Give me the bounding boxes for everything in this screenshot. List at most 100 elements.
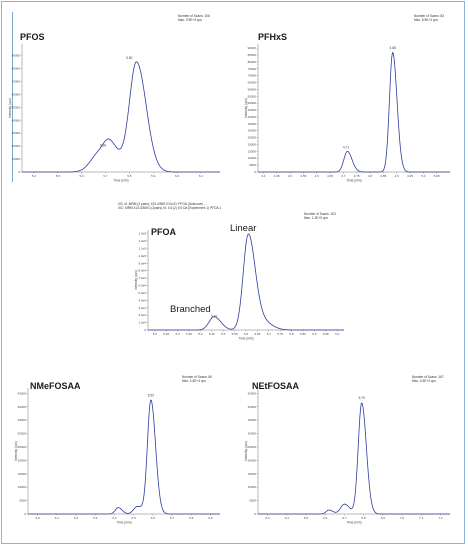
y-tick-label: 10000 xyxy=(248,485,257,489)
y-tick-label: 45000 xyxy=(248,108,257,112)
y-tick-label: 65000 xyxy=(248,81,257,85)
x-tick-label: 4.55 xyxy=(300,174,306,178)
y-tick-label: 60000 xyxy=(12,92,21,96)
y-tick-label: 5000 xyxy=(249,163,256,167)
x-tick-label: 5.8 xyxy=(127,174,132,178)
y-tick-label: 15000 xyxy=(248,149,257,153)
y-tick-label: 80000 xyxy=(248,60,257,64)
x-tick-label: 5.35 xyxy=(186,332,192,336)
y-tick-label: 25000 xyxy=(248,445,257,449)
x-tick-label: 4.4 xyxy=(261,174,266,178)
x-axis-label: Time (min) xyxy=(113,179,128,183)
y-tick-label: 0 xyxy=(18,170,20,174)
chart-title: PFHxS xyxy=(258,32,288,42)
y-tick-label: 90000 xyxy=(248,46,257,50)
y-tick-label: 5000 xyxy=(249,499,256,503)
x-tick-label: 5.55 xyxy=(232,332,238,336)
y-tick-label: 20000 xyxy=(248,458,257,462)
x-tick-label: 5.65 xyxy=(254,332,260,336)
y-tick-label: 70000 xyxy=(248,74,257,78)
chromatogram-trace xyxy=(258,402,450,515)
y-axis-label: Intensity (cps) xyxy=(8,98,12,118)
y-tick-label: 30000 xyxy=(18,432,27,436)
peak-label: 5.46 xyxy=(211,315,217,319)
x-tick-label: 6.7 xyxy=(170,516,175,520)
y-tick-label: 35000 xyxy=(248,122,257,126)
x-tick-label: 5.4 xyxy=(32,174,37,178)
x-tick-label: 5.4 xyxy=(198,332,203,336)
y-tick-label: 10000 xyxy=(12,157,21,161)
peak-label: 5.80 xyxy=(126,56,132,60)
x-tick-label: 5.75 xyxy=(277,332,283,336)
chart-panel-netfosaa: Number of Scans: 167 Max. 4.5E+4 cps NEtF… xyxy=(236,370,458,540)
y-tick-label: 40000 xyxy=(248,115,257,119)
x-tick-label: 7.2 xyxy=(438,516,443,520)
chromatogram-plot: 6.3 6.4 6.5 6.6 6.7 6.8 6.9 7.0 7.1 7.2 0 5000 10000… xyxy=(244,388,450,525)
x-tick-label: 6.3 xyxy=(93,516,98,520)
y-tick-label: 0 xyxy=(254,512,256,516)
peak-label: 4.88 xyxy=(390,46,396,50)
x-tick-label: 5.25 xyxy=(163,332,169,336)
x-tick-label: 5.7 xyxy=(267,332,272,336)
x-tick-label: 4.45 xyxy=(274,174,280,178)
y-tick-label: 15000 xyxy=(248,472,257,476)
y-tick-label: 35000 xyxy=(248,418,257,422)
x-tick-label: 6.4 xyxy=(112,516,117,520)
y-tick-label: 30000 xyxy=(12,131,21,135)
chart-title: PFOA xyxy=(151,227,177,237)
chart-panel-pfhxs: Number of Scans: 83 Max. 8.9E+4 cps PFHxS… xyxy=(236,8,458,188)
y-tick-label: 15000 xyxy=(18,472,27,476)
x-tick-label: 6.1 xyxy=(199,174,204,178)
x-tick-label: 6.6 xyxy=(323,516,328,520)
x-tick-label: 6.5 xyxy=(132,516,137,520)
y-tick-label: 10000 xyxy=(18,485,27,489)
scan-info: Number of Scans: 167 Max. 4.5E+4 cps xyxy=(412,375,444,383)
y-tick-label: 45000 xyxy=(248,391,257,395)
y-tick-label: 2.0e4 xyxy=(138,313,146,317)
y-tick-label: 50000 xyxy=(248,101,257,105)
chart-title: NEtFOSAA xyxy=(252,381,299,391)
x-tick-label: 5.5 xyxy=(56,174,61,178)
y-tick-label: 40000 xyxy=(248,405,257,409)
y-tick-label: 0 xyxy=(144,328,146,332)
chart-title: NMeFOSAA xyxy=(30,381,81,391)
x-tick-label: 5.45 xyxy=(209,332,215,336)
y-tick-label: 30000 xyxy=(248,432,257,436)
y-tick-label: 4.0e4 xyxy=(138,298,146,302)
chromatogram-trace xyxy=(22,61,220,173)
y-tick-label: 10000 xyxy=(248,156,257,160)
y-tick-label: 35000 xyxy=(18,418,27,422)
y-tick-label: 20000 xyxy=(248,142,257,146)
x-tick-label: 5.5 xyxy=(221,332,226,336)
y-tick-label: 1.0e5 xyxy=(138,254,146,258)
chromatogram-trace xyxy=(258,52,450,173)
y-tick-label: 85000 xyxy=(248,53,257,57)
y-tick-label: 8.0e4 xyxy=(138,269,146,273)
scan-info: Number of Scans: 83 Max. 8.9E+4 cps xyxy=(414,14,444,22)
x-tick-label: 4.6 xyxy=(315,174,320,178)
y-tick-label: 70000 xyxy=(12,79,21,83)
xic-header: XIC of -MRM (4 pairs): 413.0/369.0 Da ID… xyxy=(118,202,222,210)
y-axis-label: Intensity (cps) xyxy=(244,441,248,461)
x-tick-label: 6.6 xyxy=(151,516,156,520)
x-tick-label: 4.65 xyxy=(327,174,333,178)
x-tick-label: 4.5 xyxy=(288,174,293,178)
x-tick-label: 6.5 xyxy=(304,516,309,520)
annotation-linear: Linear xyxy=(230,223,257,234)
y-tick-label: 25000 xyxy=(18,445,27,449)
y-tick-label: 0 xyxy=(24,512,26,516)
x-tick-label: 5.95 xyxy=(323,332,329,336)
x-tick-label: 6.2 xyxy=(74,516,79,520)
panel-divider-left xyxy=(12,12,13,182)
peak-label: 4.71 xyxy=(343,145,349,149)
y-tick-label: 40000 xyxy=(12,118,21,122)
x-tick-label: 6.8 xyxy=(189,516,194,520)
y-tick-label: 1.2e5 xyxy=(138,239,146,243)
x-tick-label: 4.75 xyxy=(354,174,360,178)
x-tick-label: 6.1 xyxy=(55,516,60,520)
y-tick-label: 3.0e4 xyxy=(138,306,146,310)
x-tick-label: 7.1 xyxy=(419,516,424,520)
y-tick-label: 0 xyxy=(254,170,256,174)
x-tick-label: 5.0 xyxy=(421,174,426,178)
